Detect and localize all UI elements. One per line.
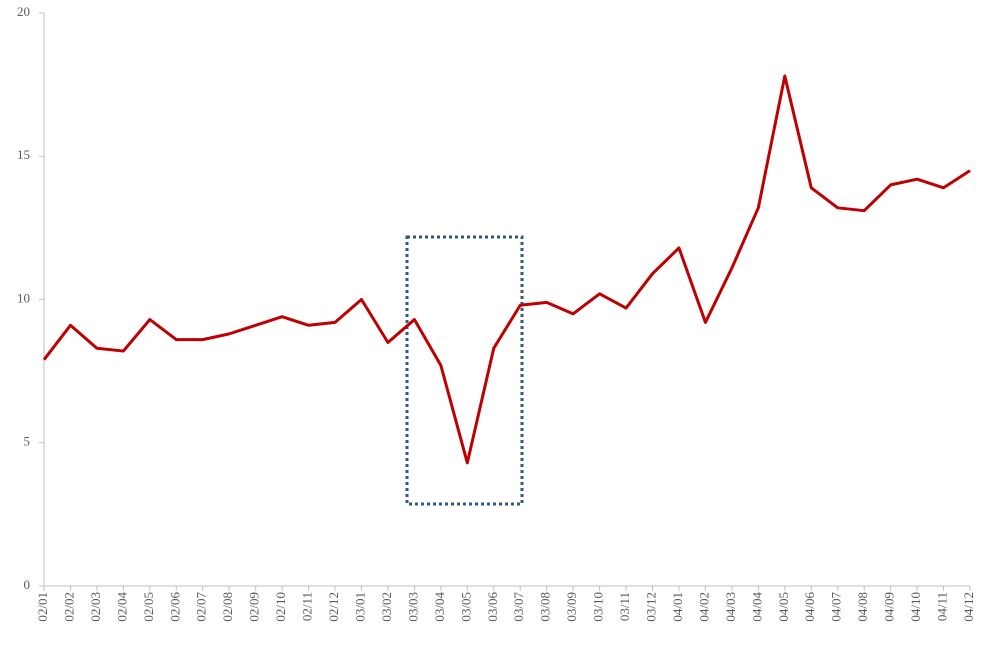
x-tick-label: 03/05 bbox=[458, 592, 473, 622]
y-tick-label: 20 bbox=[17, 4, 30, 19]
x-tick-label: 02/10 bbox=[273, 592, 288, 622]
x-tick-label: 02/09 bbox=[247, 592, 262, 622]
x-tick-label: 02/08 bbox=[220, 592, 235, 622]
x-tick-label: 02/05 bbox=[141, 592, 156, 622]
x-tick-label: 04/11 bbox=[935, 592, 950, 621]
x-tick-label: 03/04 bbox=[432, 592, 447, 622]
y-tick-label: 10 bbox=[17, 290, 30, 305]
x-tick-label: 02/04 bbox=[114, 592, 129, 622]
x-tick-label: 04/07 bbox=[829, 592, 844, 622]
x-tick-label: 02/11 bbox=[300, 592, 315, 621]
x-tick-label: 02/06 bbox=[167, 592, 182, 622]
x-tick-label: 03/01 bbox=[352, 592, 367, 622]
x-tick-label: 02/07 bbox=[194, 592, 209, 622]
x-tick-label: 03/11 bbox=[617, 592, 632, 621]
x-tick-label: 03/08 bbox=[538, 592, 553, 622]
x-tick-label: 04/02 bbox=[696, 592, 711, 622]
x-tick-label: 04/01 bbox=[670, 592, 685, 622]
x-tick-label: 04/10 bbox=[908, 592, 923, 622]
x-tick-label: 04/08 bbox=[855, 592, 870, 622]
x-tick-label: 03/02 bbox=[379, 592, 394, 622]
x-tick-label: 04/12 bbox=[961, 592, 976, 622]
x-tick-label: 04/04 bbox=[749, 592, 764, 622]
x-tick-label: 03/12 bbox=[643, 592, 658, 622]
x-tick-label: 03/09 bbox=[564, 592, 579, 622]
x-tick-label: 03/06 bbox=[485, 592, 500, 622]
x-tick-label: 02/03 bbox=[88, 592, 103, 622]
x-tick-label: 04/09 bbox=[882, 592, 897, 622]
highlight-box bbox=[405, 235, 524, 506]
y-tick-label: 5 bbox=[24, 434, 31, 449]
x-tick-label: 02/01 bbox=[35, 592, 50, 622]
line bbox=[42, 74, 971, 465]
x-tick-label: 03/03 bbox=[405, 592, 420, 622]
x-tick-label: 02/02 bbox=[61, 592, 76, 622]
x-tick-label: 04/06 bbox=[802, 592, 817, 622]
y-tick-label: 0 bbox=[24, 577, 31, 592]
x-tick-label: 02/12 bbox=[326, 592, 341, 622]
x-tick-label: 03/07 bbox=[511, 592, 526, 622]
x-tick-label: 04/03 bbox=[723, 592, 738, 622]
x-tick-label: 04/05 bbox=[776, 592, 791, 622]
y-tick-label: 15 bbox=[17, 147, 30, 162]
x-tick-label: 03/10 bbox=[591, 592, 606, 622]
